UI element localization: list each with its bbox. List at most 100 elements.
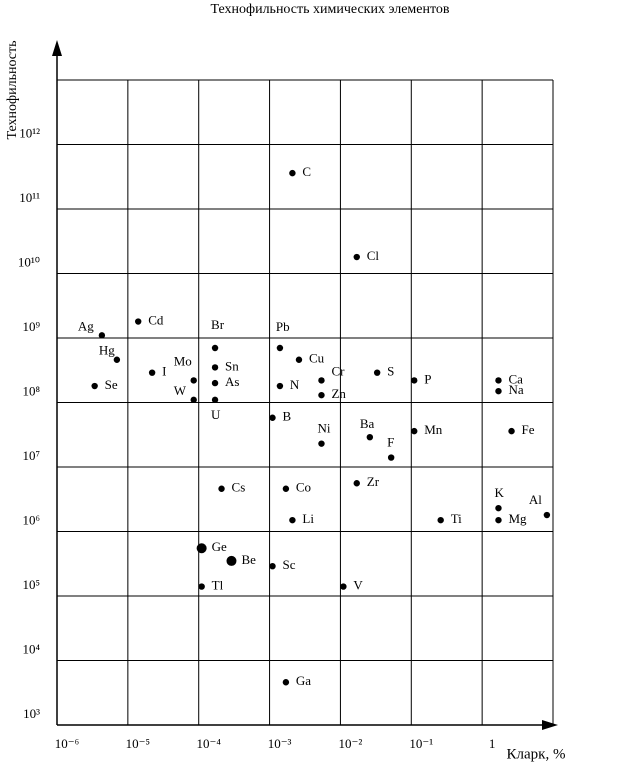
point: [437, 516, 444, 524]
point: [211, 364, 219, 371]
point-label: Al: [529, 492, 542, 507]
point-label: N: [290, 377, 300, 392]
point: [226, 555, 237, 566]
x-tick-label: 1: [489, 736, 496, 751]
point-label: Sc: [283, 557, 296, 572]
point: [269, 414, 276, 421]
point-label: Fe: [522, 422, 535, 437]
point: [98, 332, 106, 339]
point: [340, 583, 347, 590]
point: [495, 387, 502, 395]
x-tick-label: 10⁻⁶: [55, 736, 79, 751]
point-label: Se: [105, 377, 118, 392]
chart-title: Технофильность химических элементов: [210, 2, 449, 17]
point: [148, 369, 156, 376]
point: [508, 427, 515, 435]
point-label: Ti: [451, 511, 462, 526]
point: [282, 679, 290, 686]
point-label: F: [387, 435, 394, 450]
point: [289, 169, 296, 177]
point-label: Cd: [148, 313, 164, 328]
point-label: W: [174, 383, 187, 398]
point-label: Ni: [317, 421, 330, 436]
x-tick-label: 10⁻⁵: [126, 736, 150, 751]
point: [366, 433, 374, 441]
point: [190, 377, 197, 384]
point-label: Mo: [174, 353, 192, 368]
x-tick-label: 10⁻³: [268, 736, 292, 751]
point: [190, 396, 197, 404]
x-axis-arrow: [542, 720, 558, 730]
y-tick-label: 10⁴: [22, 641, 40, 656]
point-label: Ga: [296, 673, 311, 688]
point-label: Na: [508, 382, 523, 397]
point-label: U: [211, 407, 221, 422]
point: [318, 440, 325, 447]
point: [135, 318, 142, 325]
y-tick-label: 10¹⁰: [18, 254, 40, 269]
point-label: B: [283, 409, 292, 424]
point: [211, 396, 219, 404]
point: [411, 377, 418, 384]
y-axis-arrow: [52, 40, 62, 56]
y-tick-label: 10¹¹: [19, 190, 40, 205]
point: [269, 562, 276, 570]
point-label: Ag: [78, 318, 94, 333]
point: [495, 377, 502, 384]
x-axis-label: Кларк, %: [507, 746, 566, 762]
point-label: Li: [302, 511, 314, 526]
point-label: Ba: [360, 416, 375, 431]
point: [373, 369, 381, 376]
point-label: S: [387, 364, 394, 379]
point: [91, 382, 98, 390]
point: [198, 583, 205, 590]
point: [113, 356, 121, 363]
point: [318, 391, 325, 399]
point: [353, 253, 360, 261]
point: [276, 382, 284, 390]
point: [353, 480, 360, 487]
point: [282, 485, 290, 492]
point-label: Zn: [331, 386, 346, 401]
point-label: Ge: [212, 539, 227, 554]
point-label: Co: [296, 480, 311, 495]
y-tick-label: 10⁷: [22, 448, 40, 463]
point: [495, 516, 502, 524]
point-label: As: [225, 374, 239, 389]
y-tick-label: 10⁵: [22, 577, 40, 592]
point: [295, 356, 303, 363]
point: [387, 454, 395, 461]
x-tick-label: 10⁻¹: [409, 736, 433, 751]
point-label: V: [353, 578, 363, 593]
point-label: Cs: [232, 480, 246, 495]
point: [289, 516, 296, 524]
point-label: P: [424, 371, 431, 386]
point-label: Cr: [331, 363, 345, 378]
y-axis-label: Технофильность: [5, 40, 20, 139]
point: [411, 427, 418, 435]
x-tick-label: 10⁻⁴: [197, 736, 222, 751]
point-label: Mn: [424, 422, 443, 437]
y-tick-label: 10³: [23, 706, 40, 721]
y-tick-label: 10⁶: [22, 512, 40, 527]
point-label: Be: [241, 552, 256, 567]
point-label: Pb: [276, 319, 290, 334]
point-label: Cl: [367, 248, 380, 263]
point-label: Tl: [212, 578, 224, 593]
point: [543, 511, 551, 519]
point-label: Mg: [508, 511, 527, 526]
point-label: K: [494, 485, 504, 500]
y-tick-label: 10¹²: [19, 125, 40, 140]
point-label: I: [162, 364, 166, 379]
point: [318, 377, 325, 384]
point-label: Zr: [367, 474, 380, 489]
point-label: Br: [211, 317, 225, 332]
point-label: Ca: [508, 371, 523, 386]
point: [196, 543, 207, 554]
point: [218, 485, 225, 492]
point-label: Sn: [225, 358, 239, 373]
point: [276, 344, 284, 352]
point-label: Hg: [99, 343, 115, 358]
point-label: Cu: [309, 351, 325, 366]
